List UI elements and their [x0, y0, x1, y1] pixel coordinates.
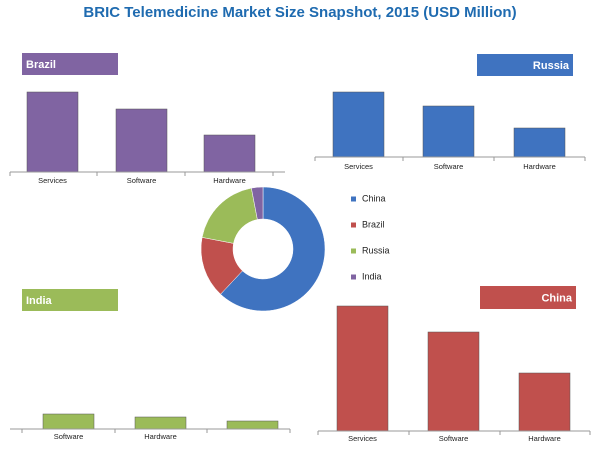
x-tick-label: Services: [38, 176, 67, 185]
x-tick-label: Hardware: [528, 434, 561, 443]
x-tick-label: Services: [344, 162, 373, 171]
legend-label: India: [362, 271, 382, 281]
chart-title: India: [26, 295, 53, 307]
bar: [422, 105, 475, 158]
legend-label: China: [362, 193, 386, 203]
bar: [513, 127, 566, 158]
bar: [26, 91, 79, 173]
bar: [427, 331, 480, 432]
x-tick-label: Software: [434, 162, 464, 171]
legend-label: Brazil: [362, 219, 385, 229]
legend-swatch: [351, 248, 356, 254]
x-tick-label: Software: [127, 176, 157, 185]
chart-title: Brazil: [26, 59, 56, 71]
title-box: [477, 54, 573, 76]
donut-slice: [201, 187, 258, 244]
x-tick-label: Software: [439, 434, 469, 443]
legend-swatch: [351, 196, 356, 202]
legend-swatch: [351, 274, 356, 280]
bar: [518, 372, 571, 432]
legend-label: Russia: [362, 245, 390, 255]
x-tick-label: Services: [348, 434, 377, 443]
donut-slice: [251, 186, 264, 220]
legend-swatch: [351, 222, 356, 228]
bar: [42, 413, 95, 430]
title-box: [22, 53, 118, 75]
bar: [134, 416, 187, 430]
bar: [115, 108, 168, 173]
bar: [203, 134, 256, 173]
bar: [226, 420, 279, 430]
bar: [336, 305, 389, 432]
x-tick-label: Software: [54, 432, 84, 441]
x-tick-label: Hardware: [213, 176, 246, 185]
chart-title: Russia: [533, 60, 570, 72]
x-tick-label: Hardware: [523, 162, 556, 171]
page-title: BRIC Telemedicine Market Size Snapshot, …: [83, 4, 516, 21]
bar: [332, 91, 385, 158]
x-tick-label: Hardware: [144, 432, 177, 441]
title-box: [480, 286, 576, 309]
title-box: [22, 289, 118, 311]
chart-title: China: [541, 292, 572, 304]
